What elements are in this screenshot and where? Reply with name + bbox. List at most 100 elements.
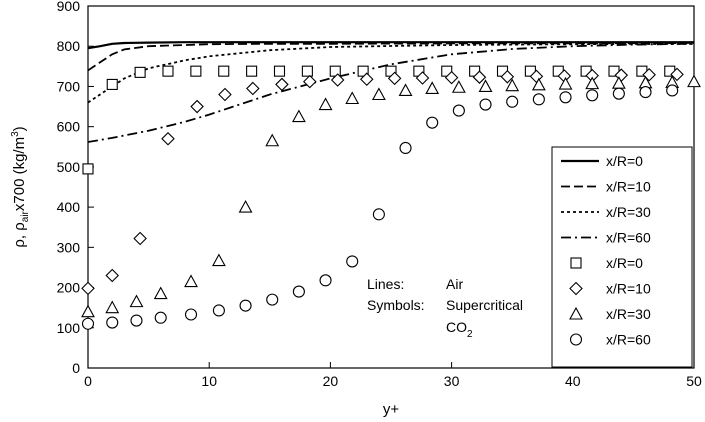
data-point-diamond <box>387 71 402 86</box>
co2-markers <box>81 65 701 330</box>
data-point-triangle <box>425 81 440 95</box>
data-point-diamond <box>359 72 374 86</box>
x-tick-label: 30 <box>444 373 460 389</box>
data-point-square <box>273 65 286 77</box>
data-point-circle <box>666 84 679 97</box>
air-lines <box>88 41 694 143</box>
legend-label: x/R=0 <box>606 153 643 169</box>
data-point-diamond <box>472 70 487 84</box>
data-point-triangle <box>129 294 144 308</box>
annotation-co2: CO2 <box>446 319 473 340</box>
data-point-triangle <box>105 300 120 314</box>
data-point-circle <box>106 316 119 329</box>
data-point-square <box>106 78 118 90</box>
data-point-diamond <box>246 81 260 96</box>
x-tick-label: 20 <box>323 373 339 389</box>
data-point-square <box>134 66 146 78</box>
annotation: Lines: Air Symbols: Supercritical CO2 <box>367 276 523 340</box>
legend-swatch-marker <box>569 333 583 346</box>
data-point-triangle <box>318 97 333 111</box>
data-point-diamond <box>670 67 684 82</box>
data-point-triangle <box>184 274 198 288</box>
data-point-square <box>162 65 174 77</box>
data-point-triangle <box>687 74 701 88</box>
y-tick-label: 500 <box>57 159 81 175</box>
y-axis-label-mid: x700 (kg/m <box>11 137 28 211</box>
legend-swatch-marker <box>570 257 582 269</box>
data-point-triangle <box>265 133 280 147</box>
data-point-diamond <box>105 268 120 283</box>
x-tick-label: 50 <box>686 373 702 389</box>
legend-swatch-marker <box>569 306 583 320</box>
y-axis-label-sub: air <box>20 210 31 222</box>
annotation-symbols-value: Supercritical <box>446 297 523 313</box>
annotation-symbols-key: Symbols: <box>367 297 425 313</box>
plot-area <box>87 5 695 369</box>
data-point-circle <box>292 285 305 298</box>
data-point-circle <box>372 208 385 221</box>
y-tick-label: 0 <box>72 360 80 376</box>
data-point-diamond <box>133 231 147 246</box>
data-point-square <box>246 65 258 77</box>
y-tick-label: 400 <box>57 199 81 215</box>
data-point-circle <box>612 87 625 100</box>
data-point-circle <box>81 317 95 330</box>
x-axis-ticks: 0 10 20 30 40 50 <box>84 362 702 389</box>
data-point-circle <box>184 308 198 321</box>
data-point-square <box>82 163 94 175</box>
legend-label: x/R=60 <box>606 332 651 348</box>
data-point-triangle <box>153 286 168 300</box>
legend-items: x/R=0 x/R=10 x/R=30 x/R=60 x/R=0 x/R=10 x/R=30… <box>561 153 651 348</box>
legend-label: x/R=30 <box>606 306 651 322</box>
legend-label: x/R=10 <box>606 179 651 195</box>
x-tick-label: 40 <box>565 373 581 389</box>
y-tick-label: 300 <box>57 239 81 255</box>
data-point-circle <box>532 93 545 106</box>
x-tick-label: 0 <box>84 373 92 389</box>
data-point-diamond <box>81 281 95 296</box>
annotation-co2-sub: 2 <box>467 329 473 340</box>
annotation-lines-key: Lines: <box>367 276 404 292</box>
data-point-circle <box>346 255 359 268</box>
data-point-circle <box>239 299 252 312</box>
data-point-circle <box>639 86 652 99</box>
data-point-triangle <box>211 253 226 267</box>
data-point-square <box>190 65 202 77</box>
y-axis-label-pre: ρ, ρ <box>11 222 28 247</box>
data-point-diamond <box>330 73 345 87</box>
data-point-circle <box>154 311 167 324</box>
annotation-co2-main: CO <box>446 319 467 335</box>
data-point-circle <box>130 314 143 327</box>
data-point-diamond <box>303 74 317 89</box>
x-tick-label: 10 <box>201 373 217 389</box>
data-point-circle <box>426 116 439 129</box>
data-point-triangle <box>478 79 493 92</box>
data-point-triangle <box>371 87 386 101</box>
legend-label: x/R=0 <box>606 255 643 271</box>
line-dash <box>88 42 694 72</box>
data-point-circle <box>586 89 599 102</box>
data-point-circle <box>506 95 519 108</box>
y-tick-label: 200 <box>57 280 81 296</box>
data-point-diamond <box>275 77 289 92</box>
y-tick-label: 800 <box>57 38 81 54</box>
data-point-triangle <box>505 78 520 92</box>
data-point-diamond <box>415 71 430 85</box>
data-point-triangle <box>238 199 253 213</box>
data-point-triangle <box>345 91 360 105</box>
y-axis-label: ρ, ρairx700 (kg/m3) <box>10 126 31 247</box>
y-axis-label-post: ) <box>11 126 28 131</box>
data-point-square <box>218 65 230 77</box>
y-tick-label: 700 <box>57 78 81 94</box>
legend: x/R=0 x/R=10 x/R=30 x/R=60 x/R=0 x/R=10 x/R=30… <box>551 146 693 368</box>
y-tick-label: 100 <box>57 320 81 336</box>
data-point-triangle <box>585 76 600 90</box>
y-tick-label: 900 <box>57 0 81 14</box>
data-point-triangle <box>398 83 413 97</box>
legend-label: x/R=10 <box>606 281 651 297</box>
data-point-triangle <box>291 109 306 123</box>
legend-label: x/R=60 <box>606 230 651 246</box>
data-point-diamond <box>444 70 459 85</box>
legend-label: x/R=30 <box>606 204 651 220</box>
